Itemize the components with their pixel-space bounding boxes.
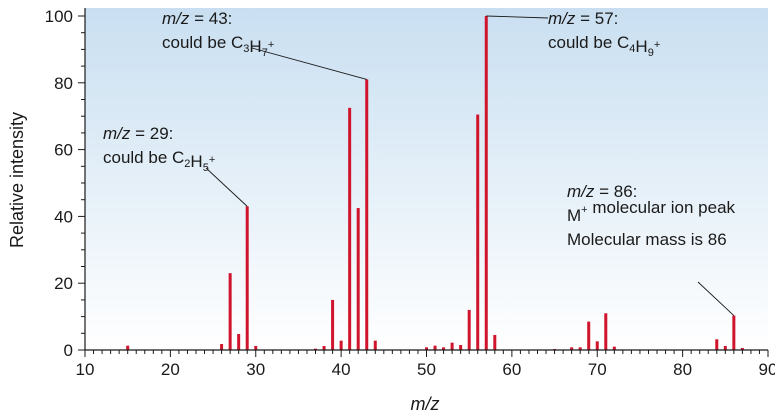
- annotation-leader-line: [697, 281, 735, 316]
- x-tick-label: 10: [76, 360, 95, 379]
- bar-mz-86: [732, 315, 736, 350]
- annotation-mz-43: m/z = 43: could be C3H7+: [162, 9, 367, 80]
- bar-mz-67: [570, 347, 574, 350]
- y-tick-label: 40: [54, 207, 73, 226]
- bar-mz-51: [433, 345, 437, 350]
- bar-mz-43: [365, 79, 369, 351]
- bar-mz-55: [467, 309, 471, 350]
- bar-mz-57: [484, 16, 488, 350]
- axes-layer: 10 20 30 40 50 60 70 80 90 0 20 40 60 80 100: [45, 7, 775, 379]
- annotation-leader-line: [486, 15, 549, 19]
- annotation-mz-86: m/z = 86:M+ molecular ion peak Molecular …: [567, 182, 736, 316]
- annotation-detail: M+ molecular ion peak: [567, 198, 736, 225]
- y-tick-label: 80: [54, 74, 73, 93]
- annotation-heading: m/z = 57:: [548, 9, 618, 28]
- bar-mz-58: [493, 334, 497, 350]
- bar-mz-84: [715, 339, 719, 350]
- x-tick-label: 30: [246, 360, 265, 379]
- bar-mz-68: [578, 347, 582, 350]
- bar-mz-15: [126, 345, 130, 350]
- bar-mz-41: [348, 107, 352, 350]
- bar-mz-70: [595, 341, 599, 350]
- bar-mz-87: [740, 348, 744, 350]
- annotation-heading: m/z = 29:: [103, 124, 173, 143]
- annotation-detail-2: Molecular mass is 86: [567, 230, 727, 249]
- bar-mz-71: [604, 313, 608, 350]
- plot-background: [85, 8, 768, 350]
- bar-mz-39: [331, 299, 335, 350]
- bar-mz-38: [322, 345, 326, 350]
- y-tick-label: 20: [54, 274, 73, 293]
- x-tick-label: 20: [161, 360, 180, 379]
- y-axis-title: Relative intensity: [7, 112, 27, 248]
- bar-mz-28: [237, 333, 241, 350]
- annotation-heading: m/z = 86:: [567, 182, 637, 201]
- bar-mz-42: [356, 208, 360, 350]
- bar-mz-85: [723, 345, 727, 350]
- bar-mz-27: [228, 273, 232, 350]
- x-axis-title: m/z: [411, 394, 440, 414]
- bar-mz-50: [425, 347, 428, 350]
- bar-mz-26: [220, 343, 224, 350]
- x-tick-label: 60: [502, 360, 521, 379]
- annotation-heading: m/z = 43:: [162, 9, 232, 28]
- bar-mz-29: [245, 206, 249, 350]
- annotation-detail: could be C4H9+: [548, 33, 660, 59]
- y-tick-label: 0: [64, 341, 73, 360]
- bar-mz-44: [373, 340, 377, 350]
- y-tick-label: 100: [45, 7, 73, 26]
- y-tick-label: 60: [54, 141, 73, 160]
- annotation-leader-line: [205, 167, 248, 207]
- annotation-detail: could be C3H7+: [162, 33, 274, 59]
- annotations-layer: m/z = 43: could be C3H7+ m/z = 57: could be…: [103, 9, 736, 316]
- x-tick-label: 40: [332, 360, 351, 379]
- bars-layer: [126, 16, 744, 351]
- bar-mz-54: [459, 344, 463, 350]
- bar-mz-30: [254, 345, 258, 350]
- annotation-leader-line: [251, 47, 367, 80]
- annotation-mz-57: m/z = 57: could be C4H9+: [486, 9, 660, 59]
- bar-mz-40: [339, 340, 343, 350]
- x-tick-label: 90: [759, 360, 775, 379]
- bar-mz-72: [612, 346, 616, 350]
- bar-mz-52: [442, 347, 446, 350]
- annotation-detail: could be C2H5+: [103, 148, 215, 174]
- x-tick-label: 50: [417, 360, 436, 379]
- annotation-mz-29: m/z = 29: could be C2H5+: [103, 124, 248, 207]
- bar-mz-69: [587, 321, 591, 350]
- bar-mz-56: [476, 114, 480, 350]
- x-tick-label: 70: [588, 360, 607, 379]
- bar-mz-53: [450, 342, 454, 350]
- bar-mz-37: [314, 348, 318, 350]
- x-tick-label: 80: [673, 360, 692, 379]
